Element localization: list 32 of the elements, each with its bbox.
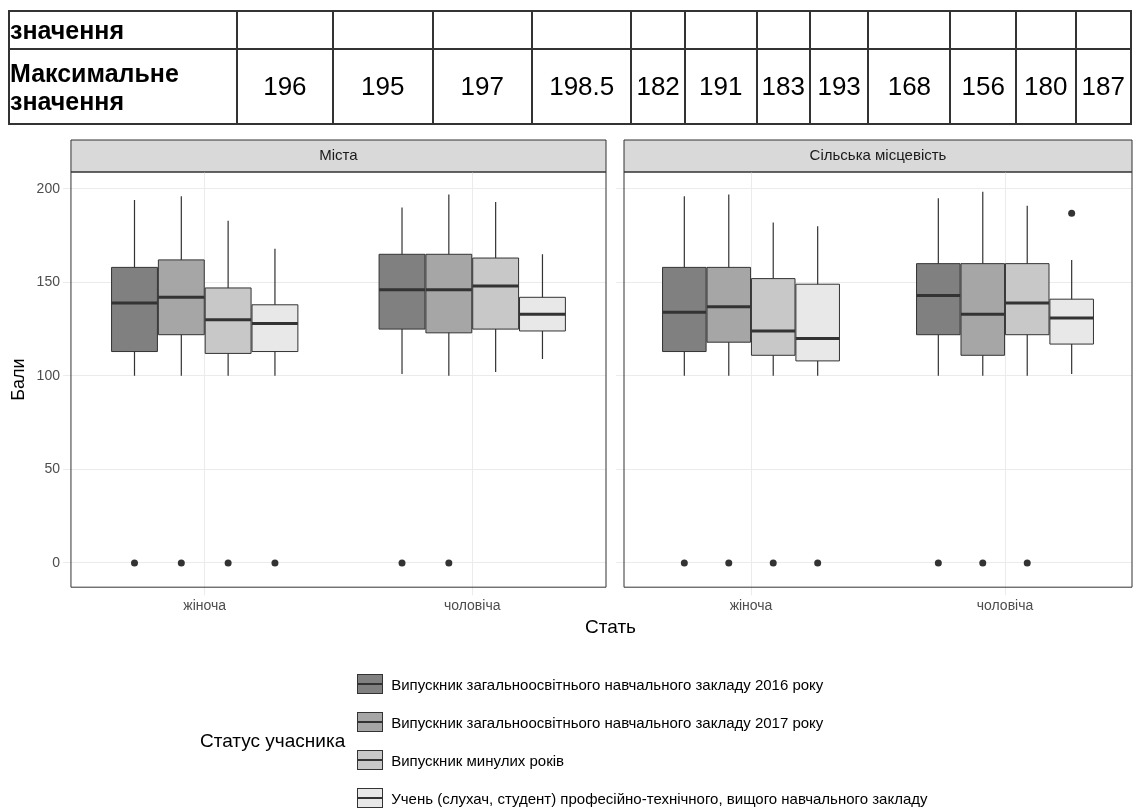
text: 196 — [236, 49, 334, 124]
legend-label: Випускник загальноосвітнього навчального закладу 2017 року — [391, 713, 824, 731]
x-tick-label: жіноча — [183, 597, 227, 614]
y-tick-label: 200 — [36, 179, 61, 196]
x-tick-label: чоловіча — [443, 597, 501, 614]
x-tick-label: жіноча — [729, 597, 773, 614]
y-tick-label: 0 — [52, 553, 61, 570]
text: 197 — [432, 49, 532, 124]
text: 195 — [333, 49, 433, 124]
text: 180 — [1016, 49, 1076, 124]
y-tick-label: 50 — [44, 460, 61, 477]
text: 156 — [950, 49, 1017, 124]
text: 183 — [756, 49, 810, 124]
chart-title: Міста — [319, 146, 359, 164]
text: 198.5 — [532, 49, 632, 124]
y-axis-title: Бали — [7, 358, 28, 401]
text: Максимальне значення — [9, 49, 237, 124]
legend-title: Статус учасника — [200, 730, 346, 752]
text: 168 — [868, 49, 951, 124]
x-axis-title: Стать — [584, 616, 637, 638]
text: 187 — [1075, 49, 1131, 124]
x-tick-label: чоловіча — [976, 597, 1034, 614]
chart-title: Сільська місцевість — [809, 146, 947, 164]
text: 193 — [809, 49, 869, 124]
legend-label: Учень (слухач, студент) професійно-технічного, вищого навчального закладу — [391, 789, 928, 807]
y-tick-label: 100 — [36, 366, 61, 383]
text: 182 — [631, 49, 685, 124]
legend-label: Випускник минулих років — [391, 751, 565, 769]
legend-label: Випускник загальноосвітнього навчального закладу 2016 року — [391, 675, 824, 693]
y-tick-label: 150 — [36, 273, 61, 290]
text: значення — [9, 11, 237, 49]
text: 191 — [684, 49, 757, 124]
